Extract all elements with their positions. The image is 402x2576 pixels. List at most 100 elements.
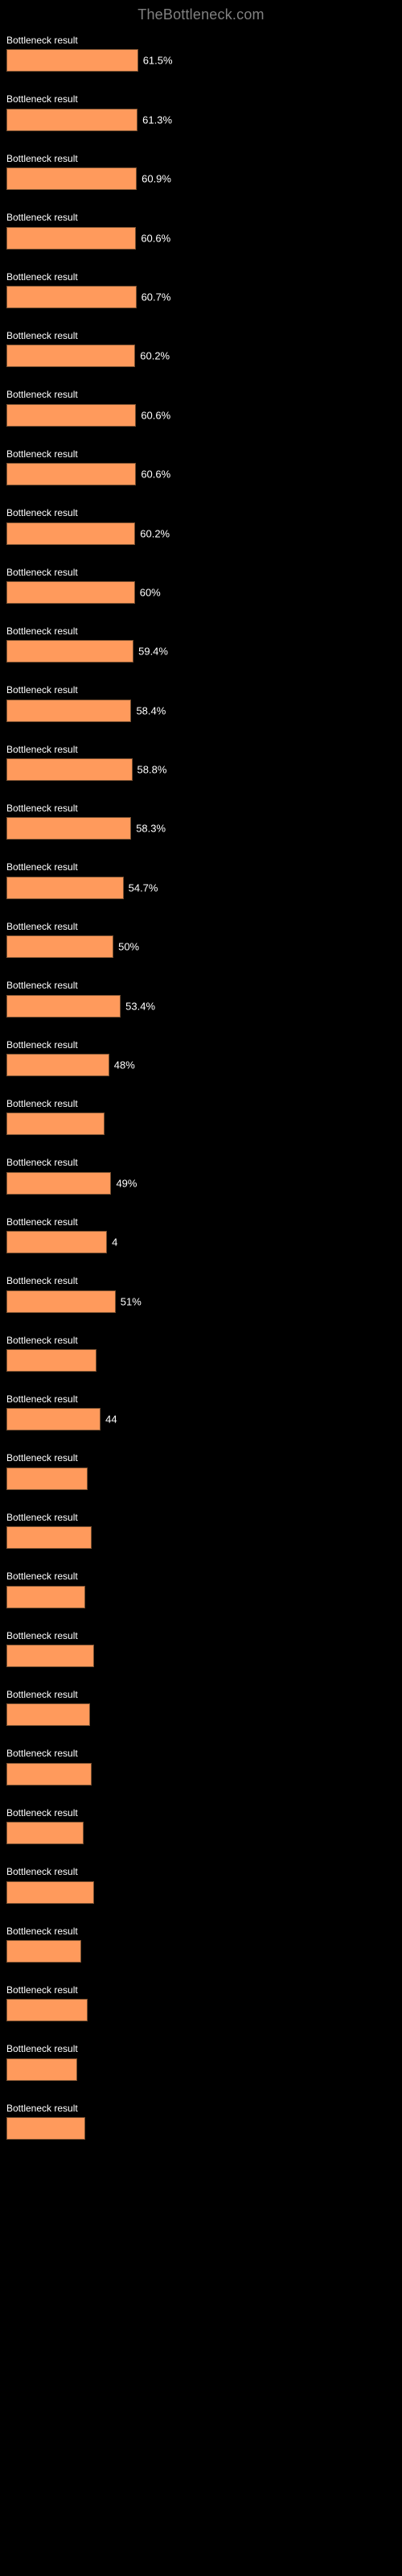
chart-row-label: Bottleneck result (6, 153, 396, 164)
chart-row-label: Bottleneck result (6, 684, 396, 696)
chart-row: Bottleneck result58.3% (6, 803, 396, 840)
chart-bar-track: 60% (6, 581, 396, 604)
chart-row: Bottleneck result (6, 1512, 396, 1549)
chart-bar-value: 60.2% (140, 350, 170, 362)
chart-row-label: Bottleneck result (6, 1866, 396, 1877)
chart-bar-track: 60.7% (6, 286, 396, 308)
chart-bar-track: 58.4% (6, 700, 396, 722)
chart-row-label: Bottleneck result (6, 980, 396, 991)
chart-row-label: Bottleneck result (6, 744, 396, 755)
chart-row-label: Bottleneck result (6, 1275, 396, 1286)
chart-row-label: Bottleneck result (6, 1512, 396, 1523)
chart-row: Bottleneck result (6, 1689, 396, 1726)
bottleneck-bar-chart: Bottleneck result61.5%Bottleneck result6… (0, 35, 402, 2140)
chart-bar-fill (6, 1468, 88, 1490)
chart-bar-value: 48% (114, 1059, 135, 1071)
chart-row-label: Bottleneck result (6, 1807, 396, 1818)
chart-bar-fill (6, 1231, 107, 1253)
chart-row-label: Bottleneck result (6, 93, 396, 105)
chart-row-label: Bottleneck result (6, 1926, 396, 1937)
chart-bar-track (6, 1703, 396, 1726)
chart-bar-value: 61.3% (142, 114, 172, 126)
chart-row: Bottleneck result (6, 1748, 396, 1785)
chart-row-label: Bottleneck result (6, 1748, 396, 1759)
chart-row-label: Bottleneck result (6, 2043, 396, 2054)
chart-row: Bottleneck result44 (6, 1393, 396, 1430)
chart-bar-fill (6, 167, 137, 190)
chart-row-label: Bottleneck result (6, 1630, 396, 1641)
chart-bar-fill (6, 1113, 105, 1135)
chart-bar-track: 58.3% (6, 817, 396, 840)
chart-bar-fill (6, 1172, 111, 1195)
chart-row: Bottleneck result (6, 2103, 396, 2140)
header: TheBottleneck.com (0, 0, 402, 35)
chart-row: Bottleneck result (6, 1335, 396, 1372)
chart-bar-fill (6, 1881, 94, 1904)
chart-bar-fill (6, 522, 135, 545)
chart-row: Bottleneck result (6, 1807, 396, 1844)
chart-bar-track (6, 1113, 396, 1135)
chart-bar-track (6, 1881, 396, 1904)
chart-bar-track: 4 (6, 1231, 396, 1253)
chart-bar-value: 60% (140, 586, 161, 598)
chart-bar-track: 60.6% (6, 463, 396, 485)
chart-row: Bottleneck result60.2% (6, 507, 396, 544)
chart-bar-track: 49% (6, 1172, 396, 1195)
chart-bar-track (6, 1763, 396, 1785)
chart-row-label: Bottleneck result (6, 1216, 396, 1228)
chart-row: Bottleneck result60.2% (6, 330, 396, 367)
chart-bar-fill (6, 877, 124, 899)
chart-bar-value: 50% (118, 941, 139, 953)
chart-bar-fill (6, 995, 121, 1018)
chart-row-label: Bottleneck result (6, 1098, 396, 1109)
chart-row: Bottleneck result53.4% (6, 980, 396, 1017)
chart-row: Bottleneck result 60.9% (6, 153, 396, 190)
chart-bar-value: 61.5% (143, 55, 173, 67)
chart-row: Bottleneck result (6, 1984, 396, 2021)
chart-bar-track: 60.6% (6, 404, 396, 427)
chart-row: Bottleneck result59.4% (6, 625, 396, 663)
chart-bar-value: 60.9% (142, 173, 171, 185)
chart-bar-track (6, 1526, 396, 1549)
chart-bar-fill (6, 1999, 88, 2021)
chart-row-label: Bottleneck result (6, 448, 396, 460)
chart-bar-track: 51% (6, 1290, 396, 1313)
chart-bar-track (6, 2117, 396, 2140)
chart-bar-fill (6, 1586, 85, 1608)
chart-bar-value: 59.4% (138, 646, 168, 658)
chart-row: Bottleneck result 61.3% (6, 93, 396, 130)
chart-bar-track: 60.6% (6, 227, 396, 250)
chart-bar-track: 60.2% (6, 522, 396, 545)
chart-row: Bottleneck result 58.4% (6, 684, 396, 721)
chart-bar-track: 48% (6, 1054, 396, 1076)
chart-row-label: Bottleneck result (6, 271, 396, 283)
chart-row-label: Bottleneck result (6, 1335, 396, 1346)
chart-bar-fill (6, 49, 138, 72)
chart-bar-fill (6, 1054, 109, 1076)
chart-row: Bottleneck result 60.6% (6, 212, 396, 249)
chart-row-label: Bottleneck result (6, 212, 396, 223)
chart-bar-track (6, 1468, 396, 1490)
chart-bar-fill (6, 1703, 90, 1726)
chart-bar-track (6, 1586, 396, 1608)
chart-bar-fill (6, 1822, 84, 1844)
chart-bar-fill (6, 286, 137, 308)
chart-bar-fill (6, 1645, 94, 1667)
chart-bar-track (6, 2058, 396, 2081)
chart-row: Bottleneck result (6, 1098, 396, 1135)
chart-row-label: Bottleneck result (6, 1571, 396, 1582)
chart-bar-fill (6, 817, 131, 840)
chart-bar-track: 61.5% (6, 49, 396, 72)
chart-bar-value: 4 (112, 1236, 117, 1249)
chart-bar-value: 54.7% (129, 881, 158, 894)
chart-bar-track (6, 1349, 396, 1372)
chart-row-label: Bottleneck result (6, 1689, 396, 1700)
chart-bar-value: 60.7% (142, 291, 171, 303)
chart-bar-fill (6, 758, 133, 781)
chart-row: Bottleneck result 60.6% (6, 448, 396, 485)
chart-row: Bottleneck result 60.7% (6, 271, 396, 308)
chart-bar-track: 61.3% (6, 109, 396, 131)
chart-bar-value: 44 (105, 1414, 117, 1426)
chart-row-label: Bottleneck result (6, 921, 396, 932)
chart-bar-value: 60.6% (141, 469, 170, 481)
